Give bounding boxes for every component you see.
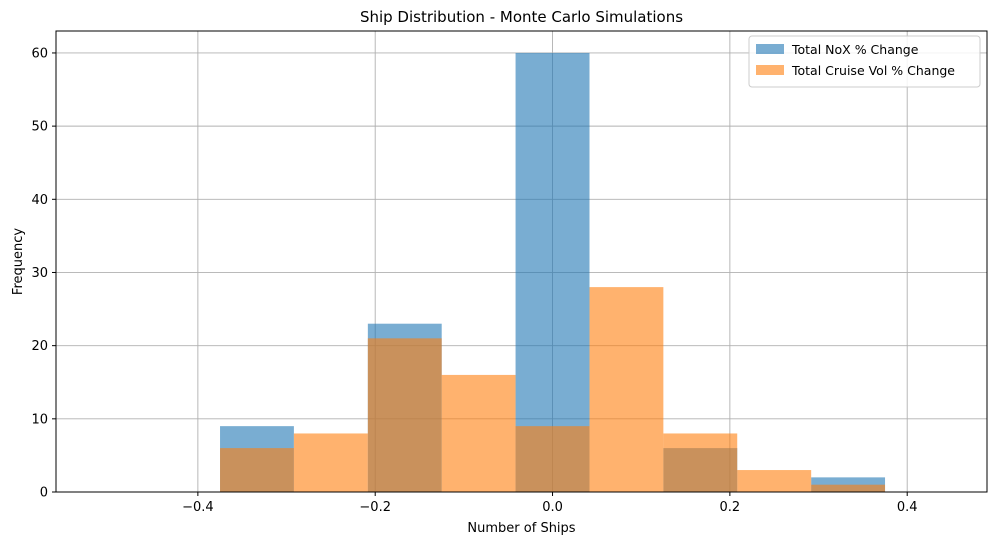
y-tick-label: 0 [40,486,48,501]
bars [220,52,886,492]
bar-series1-bin2 [367,338,442,492]
bar-series1-bin6 [663,433,738,492]
x-tick-label: 0.2 [720,500,741,515]
legend-box [748,35,981,88]
y-tick-label: 50 [31,120,48,135]
legend: Total NoX % Change Total Cruise Vol % Cha… [748,35,981,88]
y-tick-label: 30 [31,266,48,281]
y-tick-label: 20 [31,339,48,354]
bar-series1-bin7 [737,470,812,492]
legend-swatch-0 [756,44,784,54]
chart-title: Ship Distribution - Monte Carlo Simulati… [360,8,683,26]
x-tick-label: −0.2 [359,500,391,515]
bar-series1-bin4 [515,426,590,492]
bar-series0-bin4 [515,52,590,492]
x-axis-label: Number of Ships [467,521,575,536]
bar-series1-bin5 [589,287,664,492]
x-tick-label: 0.0 [542,500,563,515]
bar-series1-bin1 [293,433,368,492]
bar-series1-bin0 [220,448,294,492]
legend-swatch-1 [756,65,784,75]
ticks: −0.4 −0.2 0.0 0.2 0.4 0 10 20 30 40 50 60 [31,46,917,515]
x-tick-label: −0.4 [182,500,214,515]
bar-series1-bin8 [811,484,886,492]
legend-label-0: Total NoX % Change [791,42,919,57]
x-tick-label: 0.4 [897,500,918,515]
plot-frame [55,30,988,493]
bar-series1-bin3 [441,374,516,492]
y-tick-label: 40 [31,193,48,208]
legend-label-1: Total Cruise Vol % Change [791,63,955,78]
y-tick-label: 10 [31,412,48,427]
y-tick-label: 60 [31,46,48,61]
y-axis-label: Frequency [11,228,26,295]
